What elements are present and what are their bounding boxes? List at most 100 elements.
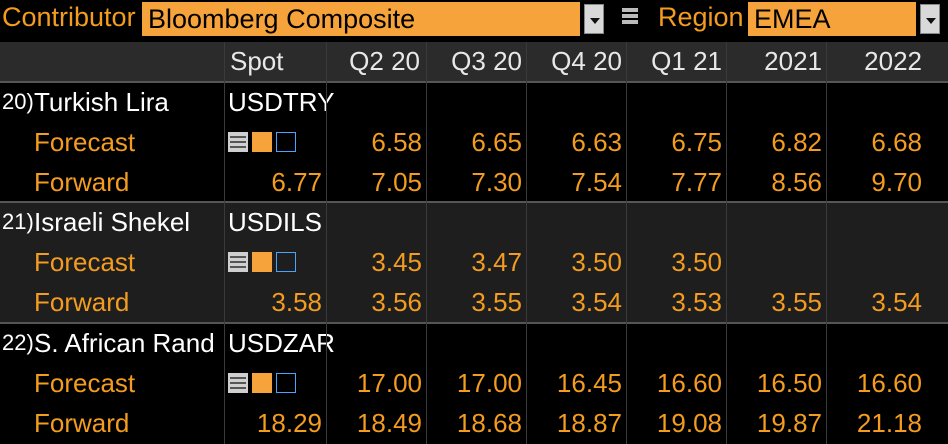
- forward-q1-21: 7.77: [671, 167, 722, 197]
- divider: [0, 322, 948, 324]
- forecast-label: Forecast: [34, 127, 136, 157]
- forecast-row: Forecast 17.00 17.00 16.45 16.60 16.50 1…: [0, 363, 948, 403]
- currency-name: Israeli Shekel: [34, 207, 191, 237]
- forward-q2-20: 7.05: [371, 167, 422, 197]
- forward-q4-20: 3.54: [571, 287, 622, 317]
- forecast-2021: 16.50: [756, 368, 822, 398]
- table-icon[interactable]: [228, 252, 248, 272]
- forecast-q2-20: 3.45: [371, 247, 422, 277]
- forward-2021: 3.55: [771, 287, 822, 317]
- forward-2022: 9.70: [871, 167, 922, 197]
- section-title-row[interactable]: 22) S. African Rand USDZAR: [0, 323, 948, 363]
- forecast-label: Forecast: [34, 247, 136, 277]
- forward-q2-20: 18.49: [356, 408, 422, 438]
- forecast-2021: [730, 242, 822, 282]
- column-divider: [526, 42, 527, 444]
- forward-label: Forward: [34, 287, 130, 317]
- currency-ticker[interactable]: USDZAR: [228, 328, 335, 358]
- forecast-q4-20: 6.63: [571, 127, 622, 157]
- region-dropdown-icon[interactable]: [920, 4, 940, 34]
- forecast-label: Forecast: [34, 368, 136, 398]
- forecast-q2-20: 6.58: [371, 127, 422, 157]
- column-header-q3-20: Q3 20: [451, 46, 522, 76]
- table-icon[interactable]: [228, 132, 248, 152]
- forward-spot: 6.77: [271, 167, 322, 197]
- contributor-label: Contributor: [2, 2, 136, 32]
- forecast-q4-20: 3.50: [571, 247, 622, 277]
- bar-chart-icon[interactable]: [276, 252, 296, 272]
- forward-q3-20: 7.30: [471, 167, 522, 197]
- forward-q1-21: 19.08: [656, 408, 722, 438]
- toolbar: Contributor Bloomberg Composite Region E…: [0, 0, 948, 40]
- forward-q1-21: 3.53: [671, 287, 722, 317]
- column-divider: [826, 42, 827, 444]
- line-chart-icon[interactable]: [252, 132, 272, 152]
- forward-q2-20: 3.56: [371, 287, 422, 317]
- forward-2021: 8.56: [771, 167, 822, 197]
- forward-q4-20: 18.87: [556, 408, 622, 438]
- column-header-q4-20: Q4 20: [551, 46, 622, 76]
- currency-ticker[interactable]: USDILS: [228, 207, 322, 237]
- row-index: 21): [2, 209, 34, 234]
- forecast-q3-20: 6.65: [471, 127, 522, 157]
- row-index: 20): [2, 89, 34, 114]
- column-divider: [626, 42, 627, 444]
- section-title-row[interactable]: 21) Israeli Shekel USDILS: [0, 202, 948, 242]
- currency-name: Turkish Lira: [34, 87, 169, 117]
- bar-chart-icon[interactable]: [276, 132, 296, 152]
- column-header-row: Spot Q2 20 Q3 20 Q4 20 Q1 21 2021 2022: [0, 42, 948, 81]
- forward-label: Forward: [34, 408, 130, 438]
- forecast-q1-21: 3.50: [671, 247, 722, 277]
- forecast-2022: 6.68: [871, 127, 922, 157]
- forecast-q2-20: 17.00: [356, 368, 422, 398]
- list-icon[interactable]: [622, 8, 638, 30]
- forward-2022: 3.54: [871, 287, 922, 317]
- line-chart-icon[interactable]: [252, 373, 272, 393]
- forward-q3-20: 18.68: [456, 408, 522, 438]
- forward-spot: 3.58: [271, 287, 322, 317]
- line-chart-icon[interactable]: [252, 252, 272, 272]
- column-header-2022: 2022: [864, 46, 922, 76]
- divider: [0, 201, 948, 203]
- chart-icons: [228, 132, 300, 154]
- currency-section-ils: 21) Israeli Shekel USDILS Forecast 3.45 …: [0, 202, 948, 323]
- section-title-row[interactable]: 20) Turkish Lira USDTRY: [0, 82, 948, 122]
- column-header-q1-21: Q1 21: [651, 46, 722, 76]
- column-header-q2-20: Q2 20: [349, 46, 420, 76]
- forecast-q4-20: 16.45: [556, 368, 622, 398]
- contributor-dropdown-icon[interactable]: [584, 4, 604, 34]
- forward-q3-20: 3.55: [471, 287, 522, 317]
- column-divider: [224, 42, 225, 444]
- currency-section-zar: 22) S. African Rand USDZAR Forecast 17.0…: [0, 323, 948, 444]
- forward-q4-20: 7.54: [571, 167, 622, 197]
- region-select[interactable]: EMEA: [748, 2, 916, 36]
- region-label: Region: [658, 2, 744, 32]
- column-header-2021: 2021: [764, 46, 822, 76]
- forward-row: Forward 18.29 18.49 18.68 18.87 19.08 19…: [0, 403, 948, 443]
- forward-row: Forward 6.77 7.05 7.30 7.54 7.77 8.56 9.…: [0, 162, 948, 202]
- forecast-q3-20: 17.00: [456, 368, 522, 398]
- column-divider: [426, 42, 427, 444]
- forward-2022: 21.18: [856, 408, 922, 438]
- chart-icons: [228, 373, 300, 395]
- currency-name: S. African Rand: [34, 328, 215, 358]
- forecast-q1-21: 16.60: [656, 368, 722, 398]
- forecast-row: Forecast 3.45 3.47 3.50 3.50: [0, 242, 948, 282]
- column-header-spot: Spot: [230, 46, 284, 76]
- row-index: 22): [2, 330, 34, 355]
- divider: [0, 81, 948, 83]
- forward-label: Forward: [34, 167, 130, 197]
- bar-chart-icon[interactable]: [276, 373, 296, 393]
- forecast-q3-20: 3.47: [471, 247, 522, 277]
- contributor-select[interactable]: Bloomberg Composite: [142, 2, 580, 36]
- forward-2021: 19.87: [756, 408, 822, 438]
- forecast-2022: 16.60: [856, 368, 922, 398]
- table-icon[interactable]: [228, 373, 248, 393]
- forward-row: Forward 3.58 3.56 3.55 3.54 3.53 3.55 3.…: [0, 282, 948, 322]
- currency-ticker[interactable]: USDTRY: [228, 87, 335, 117]
- forward-spot: 18.29: [256, 408, 322, 438]
- forecast-q1-21: 6.75: [671, 127, 722, 157]
- column-divider: [726, 42, 727, 444]
- column-divider: [326, 42, 327, 444]
- chart-icons: [228, 252, 300, 274]
